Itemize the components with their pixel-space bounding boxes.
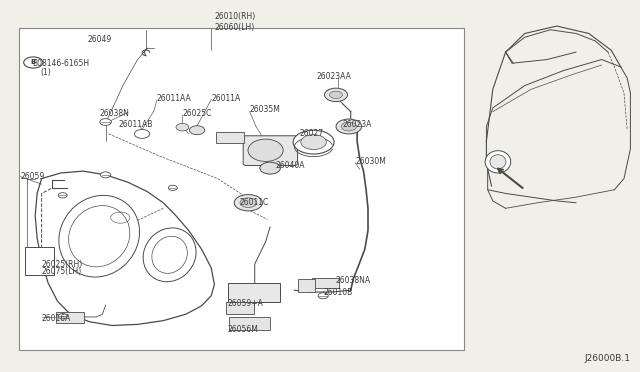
Text: 26025C: 26025C — [182, 109, 212, 118]
Bar — [19, 28, 464, 350]
Circle shape — [100, 119, 111, 125]
Text: 26035M: 26035M — [250, 105, 280, 114]
Circle shape — [168, 185, 177, 190]
FancyBboxPatch shape — [229, 317, 270, 330]
Circle shape — [240, 198, 257, 208]
Ellipse shape — [490, 155, 506, 169]
Ellipse shape — [143, 228, 196, 282]
Text: 26049: 26049 — [88, 35, 112, 44]
FancyBboxPatch shape — [25, 247, 54, 275]
Text: 26016A: 26016A — [42, 314, 71, 323]
Text: 26023A: 26023A — [342, 120, 372, 129]
Text: 26011A: 26011A — [211, 94, 241, 103]
Circle shape — [336, 119, 362, 134]
FancyBboxPatch shape — [56, 312, 84, 323]
Text: 26011AA: 26011AA — [157, 94, 191, 103]
Circle shape — [341, 122, 356, 131]
Text: 26030M: 26030M — [355, 157, 386, 166]
Text: J26000B.1: J26000B.1 — [584, 354, 630, 363]
Circle shape — [58, 314, 67, 319]
Text: B: B — [31, 60, 36, 65]
Text: 26023AA: 26023AA — [317, 72, 351, 81]
Circle shape — [318, 293, 328, 299]
Text: 26025(RH): 26025(RH) — [42, 260, 83, 269]
Circle shape — [24, 57, 43, 68]
Text: 26059+A: 26059+A — [227, 299, 263, 308]
FancyBboxPatch shape — [228, 283, 280, 302]
Circle shape — [58, 193, 67, 198]
Text: 26059: 26059 — [20, 172, 45, 181]
Text: (1): (1) — [40, 68, 51, 77]
Polygon shape — [35, 171, 214, 326]
Text: 26060(LH): 26060(LH) — [214, 23, 255, 32]
Circle shape — [100, 172, 111, 178]
FancyBboxPatch shape — [226, 302, 254, 314]
FancyBboxPatch shape — [312, 278, 339, 288]
Circle shape — [293, 130, 334, 154]
Ellipse shape — [248, 139, 283, 161]
Text: 26011C: 26011C — [240, 198, 269, 207]
FancyBboxPatch shape — [216, 132, 244, 143]
Circle shape — [234, 195, 262, 211]
Circle shape — [301, 135, 326, 150]
Circle shape — [330, 91, 342, 99]
FancyBboxPatch shape — [298, 279, 315, 292]
Circle shape — [134, 129, 150, 138]
Ellipse shape — [485, 151, 511, 173]
Text: 26075(LH): 26075(LH) — [42, 267, 82, 276]
Text: 26011AB: 26011AB — [118, 120, 153, 129]
Circle shape — [260, 162, 280, 174]
Text: 26056M: 26056M — [227, 325, 258, 334]
Text: 26040A: 26040A — [275, 161, 305, 170]
Circle shape — [176, 124, 189, 131]
Text: 26038NA: 26038NA — [336, 276, 371, 285]
Ellipse shape — [59, 195, 140, 277]
Text: 26038N: 26038N — [99, 109, 129, 118]
Text: 26027: 26027 — [300, 129, 324, 138]
FancyBboxPatch shape — [243, 136, 298, 166]
Circle shape — [189, 126, 205, 135]
Text: 26010(RH): 26010(RH) — [214, 12, 255, 21]
Text: 26010B: 26010B — [323, 288, 353, 296]
Circle shape — [324, 88, 348, 102]
Text: B08146-6165H: B08146-6165H — [32, 59, 89, 68]
